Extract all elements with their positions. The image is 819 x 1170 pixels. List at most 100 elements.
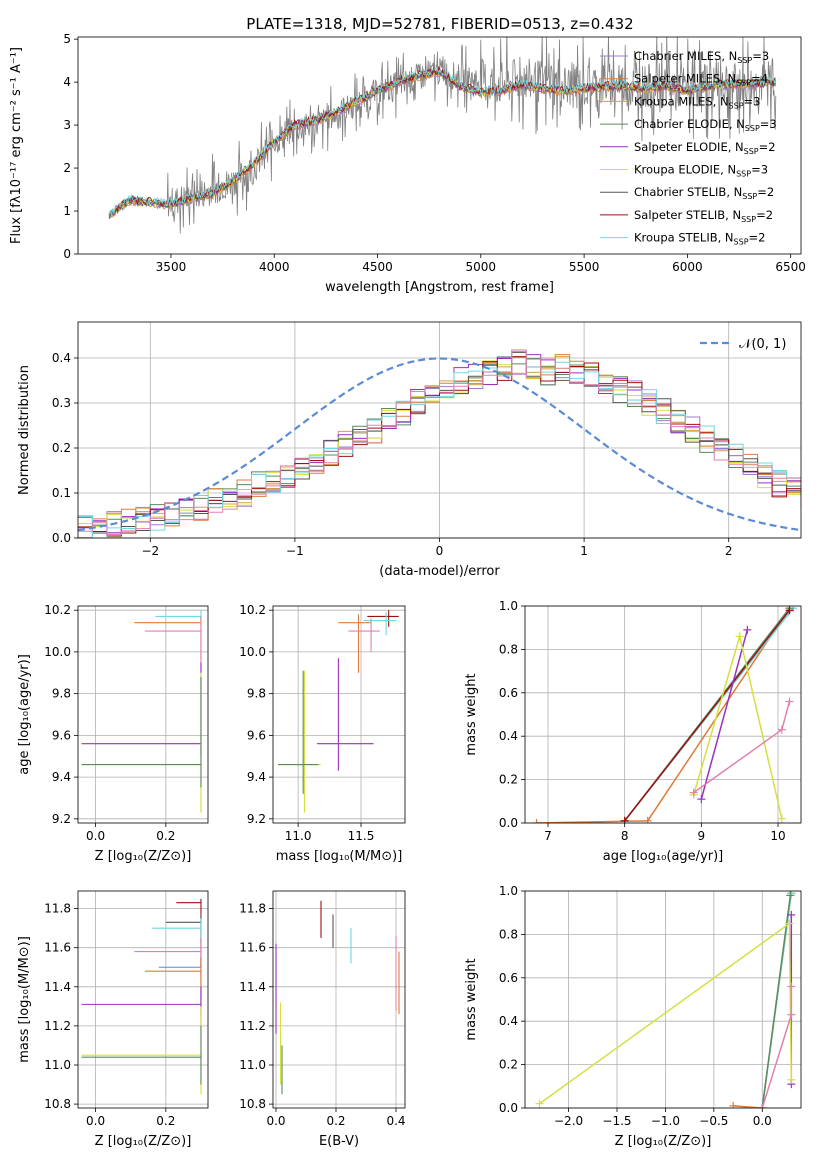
x-tick-label: −1.5 [602, 1114, 631, 1128]
y-tick-label: 0.0 [499, 1101, 518, 1115]
x-tick-label: 10 [770, 829, 785, 843]
y-tick-label: 10.2 [239, 603, 266, 617]
legend-entry: Salpeter STELIB, NSSP=2 [634, 208, 773, 224]
axes-frame [77, 605, 209, 824]
y-tick-label: 9.2 [247, 812, 266, 826]
x-tick-label: −2 [141, 544, 159, 558]
legend-entry-sub: SSP [729, 101, 744, 110]
axes-frame [77, 36, 802, 255]
plot-area-weight_vs_Z [535, 891, 796, 1108]
legend-entry-tail: =2 [749, 231, 766, 245]
y-tick-label: 0.2 [499, 773, 518, 787]
legend-entry-sub: SSP [744, 147, 759, 156]
y-tick-label: 0.2 [499, 1058, 518, 1072]
y-tick-label: 11.6 [44, 941, 71, 955]
legend-entry: Chabrier STELIB, NSSP=2 [634, 185, 774, 201]
y-axis-label: Normed distribution [17, 365, 32, 495]
x-axis-label: Z [log₁₀(Z/Z⊙)] [95, 1134, 192, 1149]
y-tick-label: 9.6 [52, 728, 71, 742]
x-tick-label: 5500 [569, 260, 600, 274]
legend-entry-tail: =2 [759, 140, 776, 154]
axes-frame [77, 321, 802, 539]
y-tick-label: 11.2 [44, 1019, 71, 1033]
y-tick-label: 1 [63, 204, 71, 218]
y-tick-label: 10.0 [44, 645, 71, 659]
x-tick-label: 0.2 [156, 829, 175, 843]
y-tick-label: 11.0 [239, 1058, 266, 1072]
y-tick-label: 10.8 [44, 1097, 71, 1111]
legend-entry-text: Kroupa STELIB, N [634, 231, 734, 245]
y-tick-label: 5 [63, 32, 71, 46]
y-tick-label: 11.8 [44, 902, 71, 916]
legend-entry-text: Chabrier ELODIE, N [634, 117, 745, 131]
plot-area-age_vs_Z [81, 610, 202, 813]
x-tick-label: −2.0 [554, 1114, 583, 1128]
plot-area-histogram [78, 349, 801, 538]
y-tick-label: 0.8 [499, 927, 518, 941]
y-tick-label: 11.0 [44, 1058, 71, 1072]
x-tick-label: 0.0 [86, 829, 105, 843]
axes-frame [77, 890, 209, 1109]
x-tick-label: 0.2 [326, 1114, 345, 1128]
y-tick-label: 10.8 [239, 1097, 266, 1111]
legend-entry-tail: =3 [752, 49, 769, 63]
y-tick-label: 10.2 [44, 603, 71, 617]
gaussian-curve [78, 357, 801, 532]
x-axis-label: mass [log₁₀(M/M⊙)] [276, 849, 403, 864]
y-tick-label: 9.2 [52, 812, 71, 826]
legend-entry: Chabrier MILES, NSSP=3 [634, 49, 769, 65]
axes-frame [524, 605, 802, 824]
spectrum-model-line [108, 67, 777, 215]
legend-entry-tail: =4 [751, 72, 768, 86]
histogram-step-line [78, 354, 801, 534]
y-tick-label: 9.8 [52, 687, 71, 701]
y-tick-label: 0.6 [499, 686, 518, 700]
panel-mass_vs_EBV: 0.0 0.2 0.4 10.8 11.0 11.2 11.4 11.6 11.8 E(B-V) [239, 890, 406, 1149]
legend-entry-text: Kroupa ELODIE, N [634, 163, 736, 177]
y-tick-label: 0.0 [52, 531, 71, 545]
histogram-legend: 𝒩(0, 1) [700, 337, 786, 352]
panel-mass_vs_Z: 0.0 0.2 10.8 11.0 11.2 11.4 11.6 11.8 Z [log₁₀(Z… [17, 890, 209, 1149]
x-axis-label: E(B-V) [319, 1134, 359, 1149]
weight-line [700, 629, 749, 800]
y-tick-label: 9.4 [52, 770, 71, 784]
legend-entry-sub: SSP [734, 238, 749, 247]
legend-entry-text: Chabrier MILES, N [634, 49, 737, 63]
spectrum-model-line [108, 67, 777, 218]
x-tick-label: 6500 [775, 260, 806, 274]
histogram-step-line [78, 351, 801, 537]
x-tick-label: 4500 [362, 260, 393, 274]
y-tick-label: 9.8 [247, 687, 266, 701]
plot-area-mass_vs_EBV [275, 900, 400, 1095]
y-axis-label: mass weight [464, 958, 479, 1040]
x-tick-label: −1 [286, 544, 304, 558]
y-tick-label: 11.4 [44, 980, 71, 994]
y-tick-label: 1.0 [499, 599, 518, 613]
legend-entry: 𝒩(0, 1) [739, 337, 786, 352]
legend-entry-sub: SSP [737, 56, 752, 65]
x-tick-label: 0.4 [386, 1114, 405, 1128]
legend-entry: Chabrier ELODIE, NSSP=3 [634, 117, 777, 133]
axes-frame [272, 890, 406, 1109]
x-axis-label: Z [log₁₀(Z/Z⊙)] [95, 849, 192, 864]
legend-entry-tail: =2 [756, 208, 773, 222]
panel-weight_vs_age: 7 8 9 10 0.0 0.2 0.4 0.6 0.8 1.0 age [log₁₀(age/yr… [464, 599, 802, 864]
legend-entry-tail: =3 [751, 163, 768, 177]
legend-entry-sub: SSP [736, 170, 751, 179]
y-axis-label: Flux [fλ10⁻¹⁷ erg cm⁻² s⁻¹ A⁻¹] [9, 47, 24, 244]
x-axis-label: age [log₁₀(age/yr)] [603, 849, 724, 864]
plot-area-age_vs_mass [278, 610, 399, 813]
x-axis-label: wavelength [Angstrom, rest frame] [325, 280, 554, 295]
legend-entry-sub: SSP [736, 79, 751, 88]
x-tick-label: 8 [621, 829, 629, 843]
x-tick-label: 0.2 [156, 1114, 175, 1128]
weight-line [536, 607, 791, 823]
y-axis-label: mass weight [464, 673, 479, 755]
panel-spectrum: 3500 4000 4500 5000 5500 6000 6500 0 1 2 3 4 5 wavele… [9, 32, 806, 295]
legend-entry-text: Salpeter STELIB, N [634, 208, 741, 222]
figure-title: PLATE=1318, MJD=52781, FIBERID=0513, z=0… [246, 15, 633, 33]
axes-frame [524, 890, 802, 1109]
legend-entry: Kroupa STELIB, NSSP=2 [634, 231, 765, 247]
